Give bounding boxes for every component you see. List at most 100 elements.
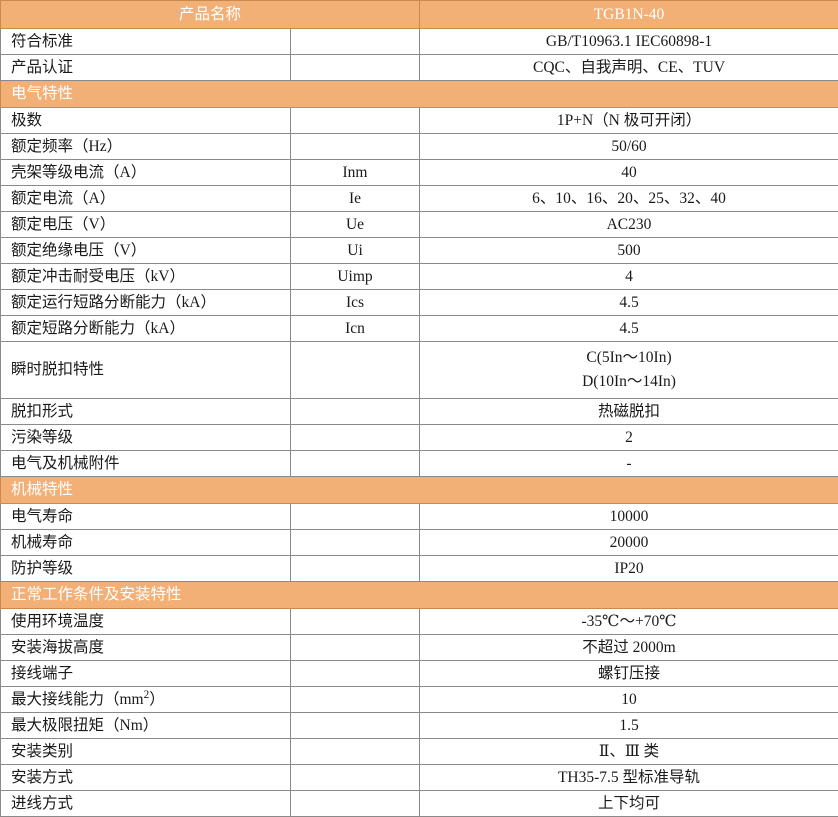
spec-parameter-name: 符合标准	[1, 29, 291, 55]
spec-parameter-name: 壳架等级电流（A）	[1, 160, 291, 186]
spec-parameter-name: 最大极限扭矩（Nm）	[1, 713, 291, 739]
spec-row: 脱扣形式热磁脱扣	[1, 399, 838, 425]
spec-parameter-value: 上下均可	[420, 791, 838, 817]
spec-parameter-name: 额定绝缘电压（V）	[1, 238, 291, 264]
spec-row: 电气寿命 10000	[1, 504, 838, 530]
spec-parameter-value: 螺钉压接	[420, 661, 838, 687]
spec-parameter-name: 进线方式	[1, 791, 291, 817]
spec-parameter-symbol	[291, 399, 420, 425]
spec-row: 极数 1P+N（N 极可开闭）	[1, 108, 838, 134]
spec-parameter-value: 10000	[420, 504, 838, 530]
spec-row: 接线端子 螺钉压接	[1, 661, 838, 687]
spec-row: 安装海拔高度 不超过 2000m	[1, 635, 838, 661]
spec-parameter-name: 电气及机械附件	[1, 451, 291, 477]
spec-row: 安装类别 Ⅱ、Ⅲ 类	[1, 739, 838, 765]
spec-parameter-name: 电气寿命	[1, 504, 291, 530]
spec-parameter-name: 额定冲击耐受电压（kV）	[1, 264, 291, 290]
spec-parameter-name: 安装方式	[1, 765, 291, 791]
section-heading-row: 电气特性	[1, 81, 838, 108]
spec-parameter-symbol	[291, 713, 420, 739]
spec-parameter-value: 50/60	[420, 134, 838, 160]
spec-parameter-symbol	[291, 451, 420, 477]
spec-parameter-symbol: Ie	[291, 186, 420, 212]
spec-parameter-value: 4.5	[420, 316, 838, 342]
spec-parameter-symbol: Icn	[291, 316, 420, 342]
spec-parameter-symbol	[291, 739, 420, 765]
spec-parameter-value: 不超过 2000m	[420, 635, 838, 661]
spec-parameter-name: 机械寿命	[1, 530, 291, 556]
spec-parameter-value: 10	[420, 687, 838, 713]
spec-parameter-symbol	[291, 504, 420, 530]
spec-parameter-name: 瞬时脱扣特性	[1, 342, 291, 399]
spec-parameter-name: 污染等级	[1, 425, 291, 451]
spec-row: 最大接线能力（mm2） 10	[1, 687, 838, 713]
spec-value-line: C(5In～10In)	[420, 346, 838, 370]
spec-row: 进线方式 上下均可	[1, 791, 838, 817]
spec-parameter-name: 极数	[1, 108, 291, 134]
spec-parameter-symbol	[291, 687, 420, 713]
spec-parameter-value: 热磁脱扣	[420, 399, 838, 425]
spec-row: 污染等级 2	[1, 425, 838, 451]
spec-parameter-value: AC230	[420, 212, 838, 238]
section-heading-row: 正常工作条件及安装特性	[1, 582, 838, 609]
spec-parameter-value: CQC、自我声明、CE、TUV	[420, 55, 838, 81]
spec-parameter-name: 额定电流（A）	[1, 186, 291, 212]
spec-parameter-name: 使用环境温度	[1, 609, 291, 635]
spec-row: 产品认证 CQC、自我声明、CE、TUV	[1, 55, 838, 81]
spec-parameter-value: GB/T10963.1 IEC60898-1	[420, 29, 838, 55]
spec-parameter-name: 接线端子	[1, 661, 291, 687]
product-model-header: TGB1N-40	[420, 1, 838, 29]
spec-parameter-name: 安装海拔高度	[1, 635, 291, 661]
spec-parameter-value: 2	[420, 425, 838, 451]
spec-parameter-symbol	[291, 425, 420, 451]
spec-parameter-value: 500	[420, 238, 838, 264]
section-heading-label: 电气特性	[1, 81, 838, 108]
spec-parameter-symbol	[291, 530, 420, 556]
spec-parameter-symbol	[291, 635, 420, 661]
spec-parameter-symbol	[291, 29, 420, 55]
spec-parameter-value: 1P+N（N 极可开闭）	[420, 108, 838, 134]
product-name-header: 产品名称	[1, 1, 420, 29]
spec-parameter-value: -	[420, 451, 838, 477]
spec-parameter-name: 安装类别	[1, 739, 291, 765]
spec-row: 额定频率（Hz） 50/60	[1, 134, 838, 160]
spec-parameter-value: 1.5	[420, 713, 838, 739]
spec-parameter-name: 产品认证	[1, 55, 291, 81]
spec-parameter-symbol	[291, 791, 420, 817]
spec-parameter-value: C(5In～10In)D(10In～14In)	[420, 342, 838, 399]
spec-parameter-symbol	[291, 765, 420, 791]
spec-parameter-symbol	[291, 609, 420, 635]
spec-parameter-symbol: Uimp	[291, 264, 420, 290]
spec-parameter-symbol	[291, 556, 420, 582]
spec-row: 瞬时脱扣特性 C(5In～10In)D(10In～14In)	[1, 342, 838, 399]
spec-parameter-symbol	[291, 55, 420, 81]
spec-row: 使用环境温度 -35℃～+70℃	[1, 609, 838, 635]
spec-parameter-name: 最大接线能力（mm2）	[1, 687, 291, 713]
section-heading-row: 机械特性	[1, 477, 838, 504]
spec-parameter-name: 额定运行短路分断能力（kA）	[1, 290, 291, 316]
spec-parameter-value: 4.5	[420, 290, 838, 316]
spec-parameter-value: TH35-7.5 型标准导轨	[420, 765, 838, 791]
spec-parameter-symbol	[291, 134, 420, 160]
spec-parameter-symbol: Inm	[291, 160, 420, 186]
spec-row: 安装方式 TH35-7.5 型标准导轨	[1, 765, 838, 791]
spec-parameter-name: 防护等级	[1, 556, 291, 582]
spec-parameter-name: 额定频率（Hz）	[1, 134, 291, 160]
spec-parameter-value: 6、10、16、20、25、32、40	[420, 186, 838, 212]
spec-parameter-value: Ⅱ、Ⅲ 类	[420, 739, 838, 765]
spec-parameter-symbol: Ui	[291, 238, 420, 264]
spec-parameter-symbol: Ue	[291, 212, 420, 238]
spec-parameter-value: -35℃～+70℃	[420, 609, 838, 635]
spec-row: 最大极限扭矩（Nm） 1.5	[1, 713, 838, 739]
spec-parameter-name: 额定电压（V）	[1, 212, 291, 238]
